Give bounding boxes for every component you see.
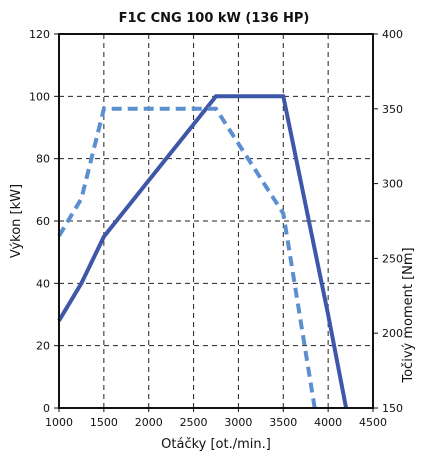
grid [59,34,373,408]
y-tick-label: 80 [36,153,50,166]
y-tick-label: 120 [29,28,50,41]
y-axis-left: 0 20 40 60 80 100 120 [29,28,59,415]
y-tick-label: 40 [36,277,50,290]
y2-tick-label: 200 [382,327,403,340]
y-tick-label: 60 [36,215,50,228]
power-series-line [57,94,349,409]
y2-tick-label: 350 [382,103,403,116]
x-tick-label: 3500 [269,416,297,429]
y2-tick-label: 150 [382,402,403,415]
y2-tick-label: 250 [382,252,403,265]
y-tick-label: 20 [36,340,50,353]
x-tick-label: 1500 [90,416,118,429]
y2-axis-label: Točivý moment [Nm] [401,247,416,383]
y2-tick-label: 400 [382,28,403,41]
x-axis-label: Otáčky [ot./min.] [161,437,271,452]
x-axis: 1000 1500 2000 2500 3000 3500 4000 4500 [45,408,387,429]
torque-series-line [57,106,317,409]
y-axis-right: 150 200 250 300 350 400 [373,28,403,415]
x-tick-label: 4000 [314,416,342,429]
x-tick-label: 4500 [359,416,387,429]
y2-tick-label: 300 [382,178,403,191]
x-tick-label: 2000 [135,416,163,429]
x-tick-label: 1000 [45,416,73,429]
y-tick-label: 100 [29,90,50,103]
y-tick-label: 0 [43,402,50,415]
chart-title: F1C CNG 100 kW (136 HP) [119,11,310,26]
x-tick-label: 2500 [180,416,208,429]
y-axis-label: Výkon [kW] [9,184,24,258]
series-layer [57,94,349,409]
x-tick-label: 3000 [224,416,252,429]
